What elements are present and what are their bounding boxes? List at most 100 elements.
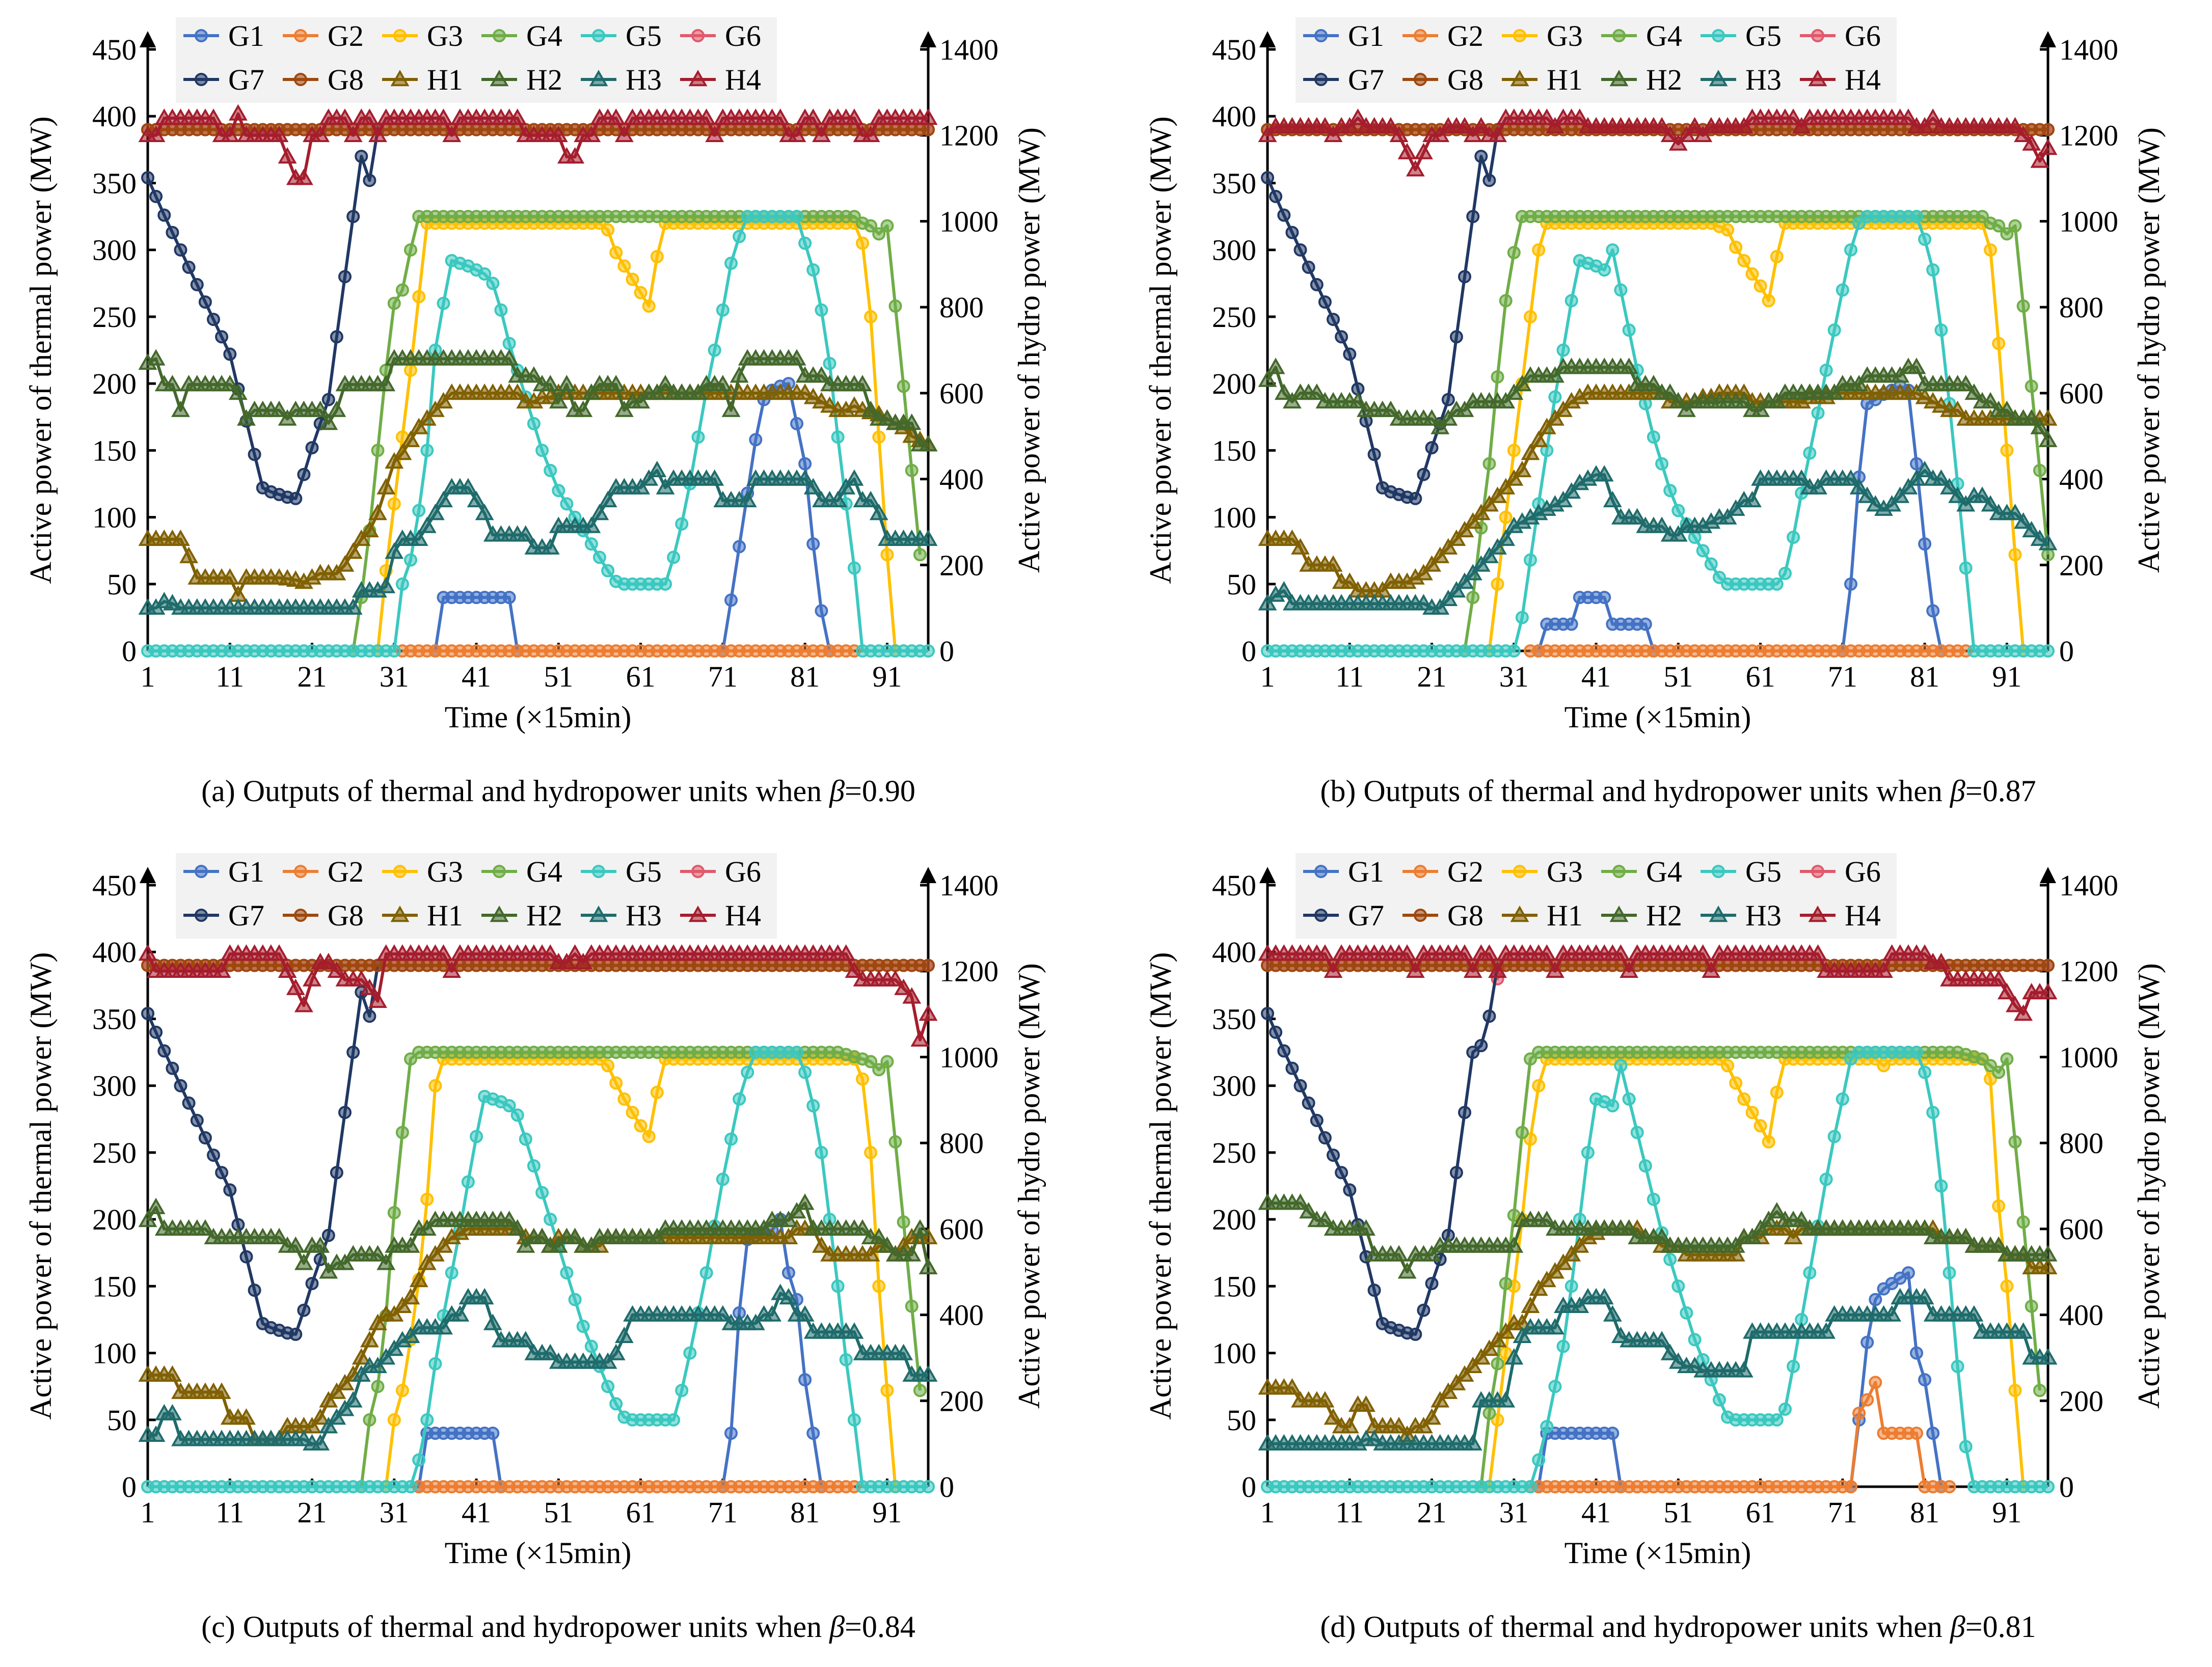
data-point-h2 (532, 1227, 552, 1244)
data-point-g7 (321, 1228, 335, 1242)
x-tick-label: 41 (462, 1496, 491, 1529)
data-point-h2 (902, 1245, 922, 1262)
y-right-tick-label: 200 (2059, 549, 2103, 582)
data-point-g7 (166, 1061, 179, 1075)
data-point-h4 (286, 978, 305, 995)
data-point-h4 (886, 970, 905, 987)
data-point-g1 (806, 537, 820, 551)
data-point-h2 (1307, 383, 1327, 400)
data-point-h4 (1406, 160, 1425, 177)
data-point-h2 (1431, 418, 1450, 434)
data-point-g3 (642, 299, 656, 313)
data-point-g7 (157, 208, 171, 222)
legend-item-g7: G7 (183, 899, 264, 932)
data-point-g3 (1499, 510, 1513, 524)
data-point-g5 (544, 463, 557, 477)
x-tick-label: 81 (1910, 1496, 1939, 1529)
y-right-tick-label: 1200 (2059, 119, 2118, 152)
data-point-h1 (220, 568, 239, 585)
data-point-g5 (404, 553, 417, 567)
data-point-h3 (1562, 482, 1581, 499)
legend-item-g6: G6 (680, 19, 761, 52)
data-point-g5 (1606, 243, 1620, 257)
legend-triangle-icon (1709, 69, 1728, 87)
data-point-g4 (1491, 1357, 1504, 1371)
legend-triangle-icon (1808, 905, 1827, 922)
series-line-g1 (721, 382, 831, 651)
data-point-h4 (212, 961, 231, 978)
data-point-h2 (1291, 1193, 1310, 1210)
data-point-h1 (163, 1365, 182, 1382)
data-point-g5 (823, 357, 837, 370)
data-point-h1 (1726, 1245, 1745, 1262)
legend-label: H4 (725, 899, 761, 932)
y-left-tick-label: 150 (92, 1270, 137, 1303)
y-axis-right-title: Active power of hydro power (MW) (1012, 127, 1046, 573)
data-point-h4 (1660, 125, 1680, 142)
data-point-g7 (346, 1046, 360, 1059)
data-point-h4 (1989, 970, 2008, 987)
data-point-g7 (1277, 1044, 1291, 1058)
data-point-h3 (713, 1305, 733, 1322)
legend-item-g1: G1 (183, 855, 264, 888)
data-point-g7 (1261, 1006, 1274, 1020)
data-point-g7 (1302, 1096, 1315, 1110)
data-point-g7 (338, 1106, 352, 1119)
data-point-g5 (847, 561, 861, 575)
data-point-g3 (395, 1384, 409, 1397)
y-axis-right-title: Active power of hydro power (MW) (1012, 963, 1046, 1409)
legend-item-g2: G2 (283, 855, 364, 888)
y-left-tick-label: 300 (1212, 234, 1256, 267)
y-axis-right-arrow-icon (920, 31, 936, 47)
data-point-h4 (2022, 134, 2041, 151)
x-tick-label: 11 (1335, 660, 1364, 693)
legend-item-h2: H2 (1601, 899, 1682, 932)
data-point-h4 (1915, 944, 1934, 961)
chart-panel-d: 0 50 100 150 200 250 300 350 400 450 0 200 400 600 800… (1144, 853, 2166, 1644)
data-point-h2 (1496, 392, 1516, 408)
data-point-h2 (1849, 374, 1869, 392)
data-point-h1 (1562, 1245, 1581, 1262)
data-point-g7 (1425, 1277, 1439, 1291)
y-right-tick-label: 400 (2059, 463, 2103, 496)
y-right-tick-label: 200 (939, 549, 984, 582)
data-point-g7 (215, 330, 229, 344)
legend-circle-icon (691, 865, 705, 878)
y-left-tick-label: 50 (107, 1404, 137, 1437)
legend-circle-icon (592, 29, 605, 42)
y-left-tick-label: 400 (1212, 936, 1256, 969)
data-point-g7 (1367, 448, 1381, 461)
data-point-h4 (204, 108, 223, 125)
data-point-h2 (648, 383, 667, 400)
data-point-g5 (1564, 1279, 1578, 1293)
data-point-h1 (1529, 430, 1548, 447)
y-left-tick-label: 350 (92, 1002, 137, 1035)
data-point-h4 (1545, 961, 1564, 978)
y-axis-left-title: Active power of thermal power (MW) (24, 117, 58, 584)
legend-label: G8 (1447, 899, 1483, 932)
legend-item-g2: G2 (283, 19, 364, 52)
data-point-h3 (409, 529, 428, 546)
data-point-g7 (1335, 330, 1348, 344)
series-h2 (1258, 358, 2058, 447)
data-point-h2 (401, 1236, 420, 1253)
data-point-h1 (1422, 555, 1441, 572)
series-g5 (1261, 210, 2055, 658)
data-point-h2 (787, 349, 806, 366)
data-point-h3 (738, 490, 757, 507)
data-point-g3 (864, 310, 878, 323)
y-left-tick-label: 450 (1212, 869, 1256, 902)
data-point-g5 (798, 236, 812, 250)
data-point-g5 (1918, 232, 1932, 246)
data-point-h2 (614, 400, 634, 417)
data-point-h3 (919, 529, 938, 546)
legend-label: G5 (1745, 855, 1782, 888)
data-point-h4 (335, 108, 355, 125)
data-point-h3 (425, 504, 445, 521)
legend-label: G4 (1646, 19, 1682, 52)
data-point-h1 (303, 1416, 321, 1434)
caption-text: (d) Outputs of thermal and hydropower un… (1320, 1610, 1950, 1644)
legend-item-g3: G3 (1502, 855, 1583, 888)
legend-triangle-icon (490, 69, 509, 87)
data-point-h1 (360, 1331, 379, 1348)
